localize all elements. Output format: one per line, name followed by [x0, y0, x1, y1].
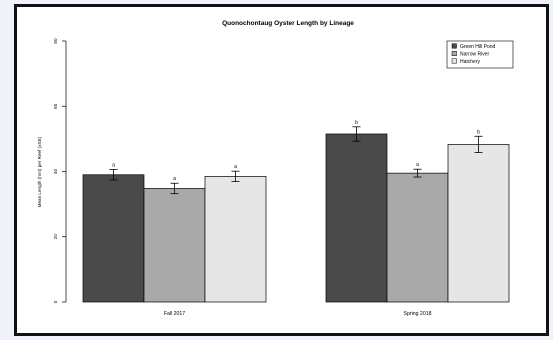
legend-swatch: [451, 50, 457, 56]
chart-title: Quonochontaug Oyster Length by Lineage: [222, 20, 354, 27]
y-axis: 0 20 40 60 80: [53, 38, 67, 303]
y-tick-label: 60: [53, 103, 58, 109]
legend-label: Hatchery: [460, 59, 481, 65]
bar: [325, 133, 388, 303]
legend-label: Green Hill Pond: [460, 44, 496, 50]
x-tick-label: Fall 2017: [164, 311, 185, 317]
y-tick-label: 80: [53, 38, 58, 44]
bar: [447, 144, 510, 303]
bar: [386, 172, 449, 303]
significance-label: a: [416, 162, 419, 168]
legend-swatch: [451, 43, 457, 49]
y-axis-label: Mean Length (mm) per Reef (±SE): [37, 136, 42, 207]
x-axis-labels: Fall 2017 Spring 2018: [164, 311, 432, 317]
significance-label: a: [234, 164, 237, 170]
significance-label: b: [355, 120, 358, 126]
bar: [204, 176, 267, 303]
legend-label: Narrow River: [460, 51, 490, 57]
significance-label: b: [477, 129, 480, 135]
legend-box: [446, 40, 514, 69]
legend-swatch: [451, 58, 457, 64]
y-tick-label: 40: [53, 169, 58, 175]
bar: [82, 174, 145, 303]
bars: a a a b a b: [82, 120, 510, 303]
bar: [143, 188, 206, 303]
significance-label: a: [173, 176, 176, 182]
significance-label: a: [112, 163, 115, 169]
x-tick-label: Spring 2018: [404, 311, 432, 317]
y-tick-label: 0: [53, 300, 58, 303]
y-tick-label: 20: [53, 234, 58, 240]
